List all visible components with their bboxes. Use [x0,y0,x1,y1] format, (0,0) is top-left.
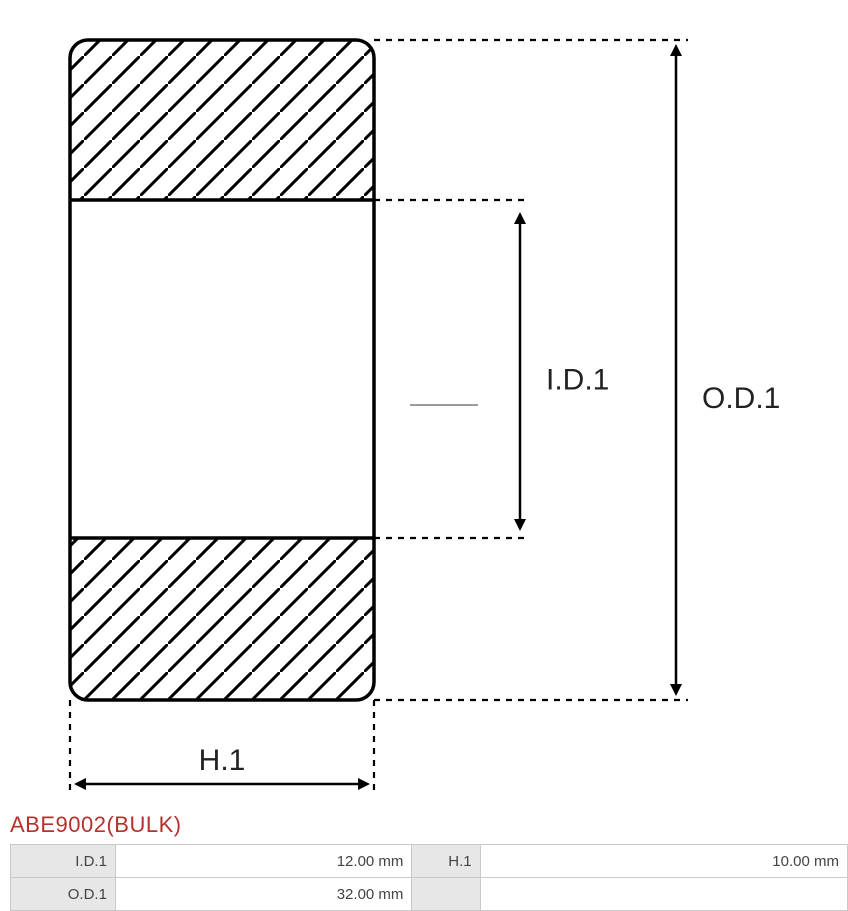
table-row: O.D.1 32.00 mm [11,878,848,911]
cell-value [480,878,847,911]
cell-label: H.1 [412,845,480,878]
svg-text:I.D.1: I.D.1 [546,363,609,396]
diagram-svg: I.D.1 O.D.1 H.1 [0,0,848,810]
part-number-title: ABE9002(BULK) [0,810,848,844]
svg-text:H.1: H.1 [199,744,246,777]
cell-value: 12.00 mm [115,845,411,878]
cell-value: 10.00 mm [480,845,847,878]
cell-label: O.D.1 [11,878,116,911]
table-row: I.D.1 12.00 mm H.1 10.00 mm [11,845,848,878]
cell-label [412,878,480,911]
technical-diagram: I.D.1 O.D.1 H.1 [0,0,848,810]
cell-label: I.D.1 [11,845,116,878]
dimensions-table: I.D.1 12.00 mm H.1 10.00 mm O.D.1 32.00 … [10,844,848,911]
cell-value: 32.00 mm [115,878,411,911]
svg-text:O.D.1: O.D.1 [702,382,780,415]
